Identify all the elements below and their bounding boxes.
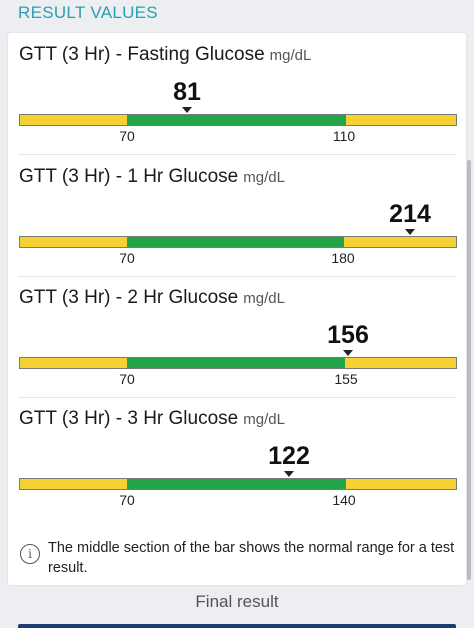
bottom-action-bar[interactable]: [18, 624, 456, 628]
normal-range-segment: [127, 479, 346, 489]
test-name-label: GTT (3 Hr) - 3 Hr Glucose: [19, 408, 239, 429]
normal-range-segment: [127, 358, 345, 368]
unit-label: mg/dL: [269, 47, 312, 64]
range-low-label: 70: [119, 128, 135, 144]
range-low-label: 70: [119, 250, 135, 266]
range-bar: [19, 114, 457, 126]
value-marker-icon: [405, 229, 415, 235]
result-3hr-glucose: GTT (3 Hr) - 3 Hr Glucose mg/dL 122 70 14…: [8, 397, 466, 517]
unit-label: mg/dL: [243, 169, 285, 186]
test-name: GTT (3 Hr) - 3 Hr Glucose mg/dL: [19, 408, 285, 430]
scrollbar[interactable]: [467, 160, 471, 580]
test-name-label: GTT (3 Hr) - Fasting Glucose: [19, 44, 265, 65]
result-value: 81: [173, 78, 201, 106]
result-value: 214: [389, 200, 431, 228]
range-high-label: 110: [332, 128, 356, 144]
result-fasting-glucose: GTT (3 Hr) - Fasting Glucose mg/dL 81 70 …: [8, 33, 466, 153]
result-value: 156: [327, 321, 369, 349]
test-name: GTT (3 Hr) - Fasting Glucose mg/dL: [19, 44, 311, 66]
result-2hr-glucose: GTT (3 Hr) - 2 Hr Glucose mg/dL 156 70 15…: [8, 276, 466, 396]
unit-label: mg/dL: [243, 290, 285, 307]
normal-range-segment: [127, 115, 346, 125]
test-name-label: GTT (3 Hr) - 1 Hr Glucose: [19, 166, 239, 187]
range-low-label: 70: [119, 371, 135, 387]
unit-label: mg/dL: [243, 411, 285, 428]
range-bar: [19, 357, 457, 369]
result-1hr-glucose: GTT (3 Hr) - 1 Hr Glucose mg/dL 214 70 18…: [8, 155, 466, 275]
test-name-label: GTT (3 Hr) - 2 Hr Glucose: [19, 287, 239, 308]
info-icon: i: [20, 544, 40, 564]
value-marker-icon: [343, 350, 353, 356]
value-marker-icon: [182, 107, 192, 113]
result-values-card: GTT (3 Hr) - Fasting Glucose mg/dL 81 70 …: [8, 33, 466, 585]
final-result-status: Final result: [195, 592, 279, 611]
range-high-label: 180: [331, 250, 355, 266]
test-name: GTT (3 Hr) - 2 Hr Glucose mg/dL: [19, 287, 285, 309]
range-high-label: 155: [334, 371, 358, 387]
result-value: 122: [268, 442, 310, 470]
divider: [18, 397, 456, 398]
range-high-label: 140: [332, 492, 356, 508]
range-bar: [19, 236, 457, 248]
value-marker-icon: [284, 471, 294, 477]
range-low-label: 70: [119, 492, 135, 508]
section-title: RESULT VALUES: [18, 3, 158, 22]
range-bar: [19, 478, 457, 490]
note-text: The middle section of the bar shows the …: [48, 540, 455, 576]
normal-range-segment: [127, 237, 344, 247]
test-name: GTT (3 Hr) - 1 Hr Glucose mg/dL: [19, 166, 285, 188]
divider: [18, 154, 456, 155]
divider: [18, 276, 456, 277]
